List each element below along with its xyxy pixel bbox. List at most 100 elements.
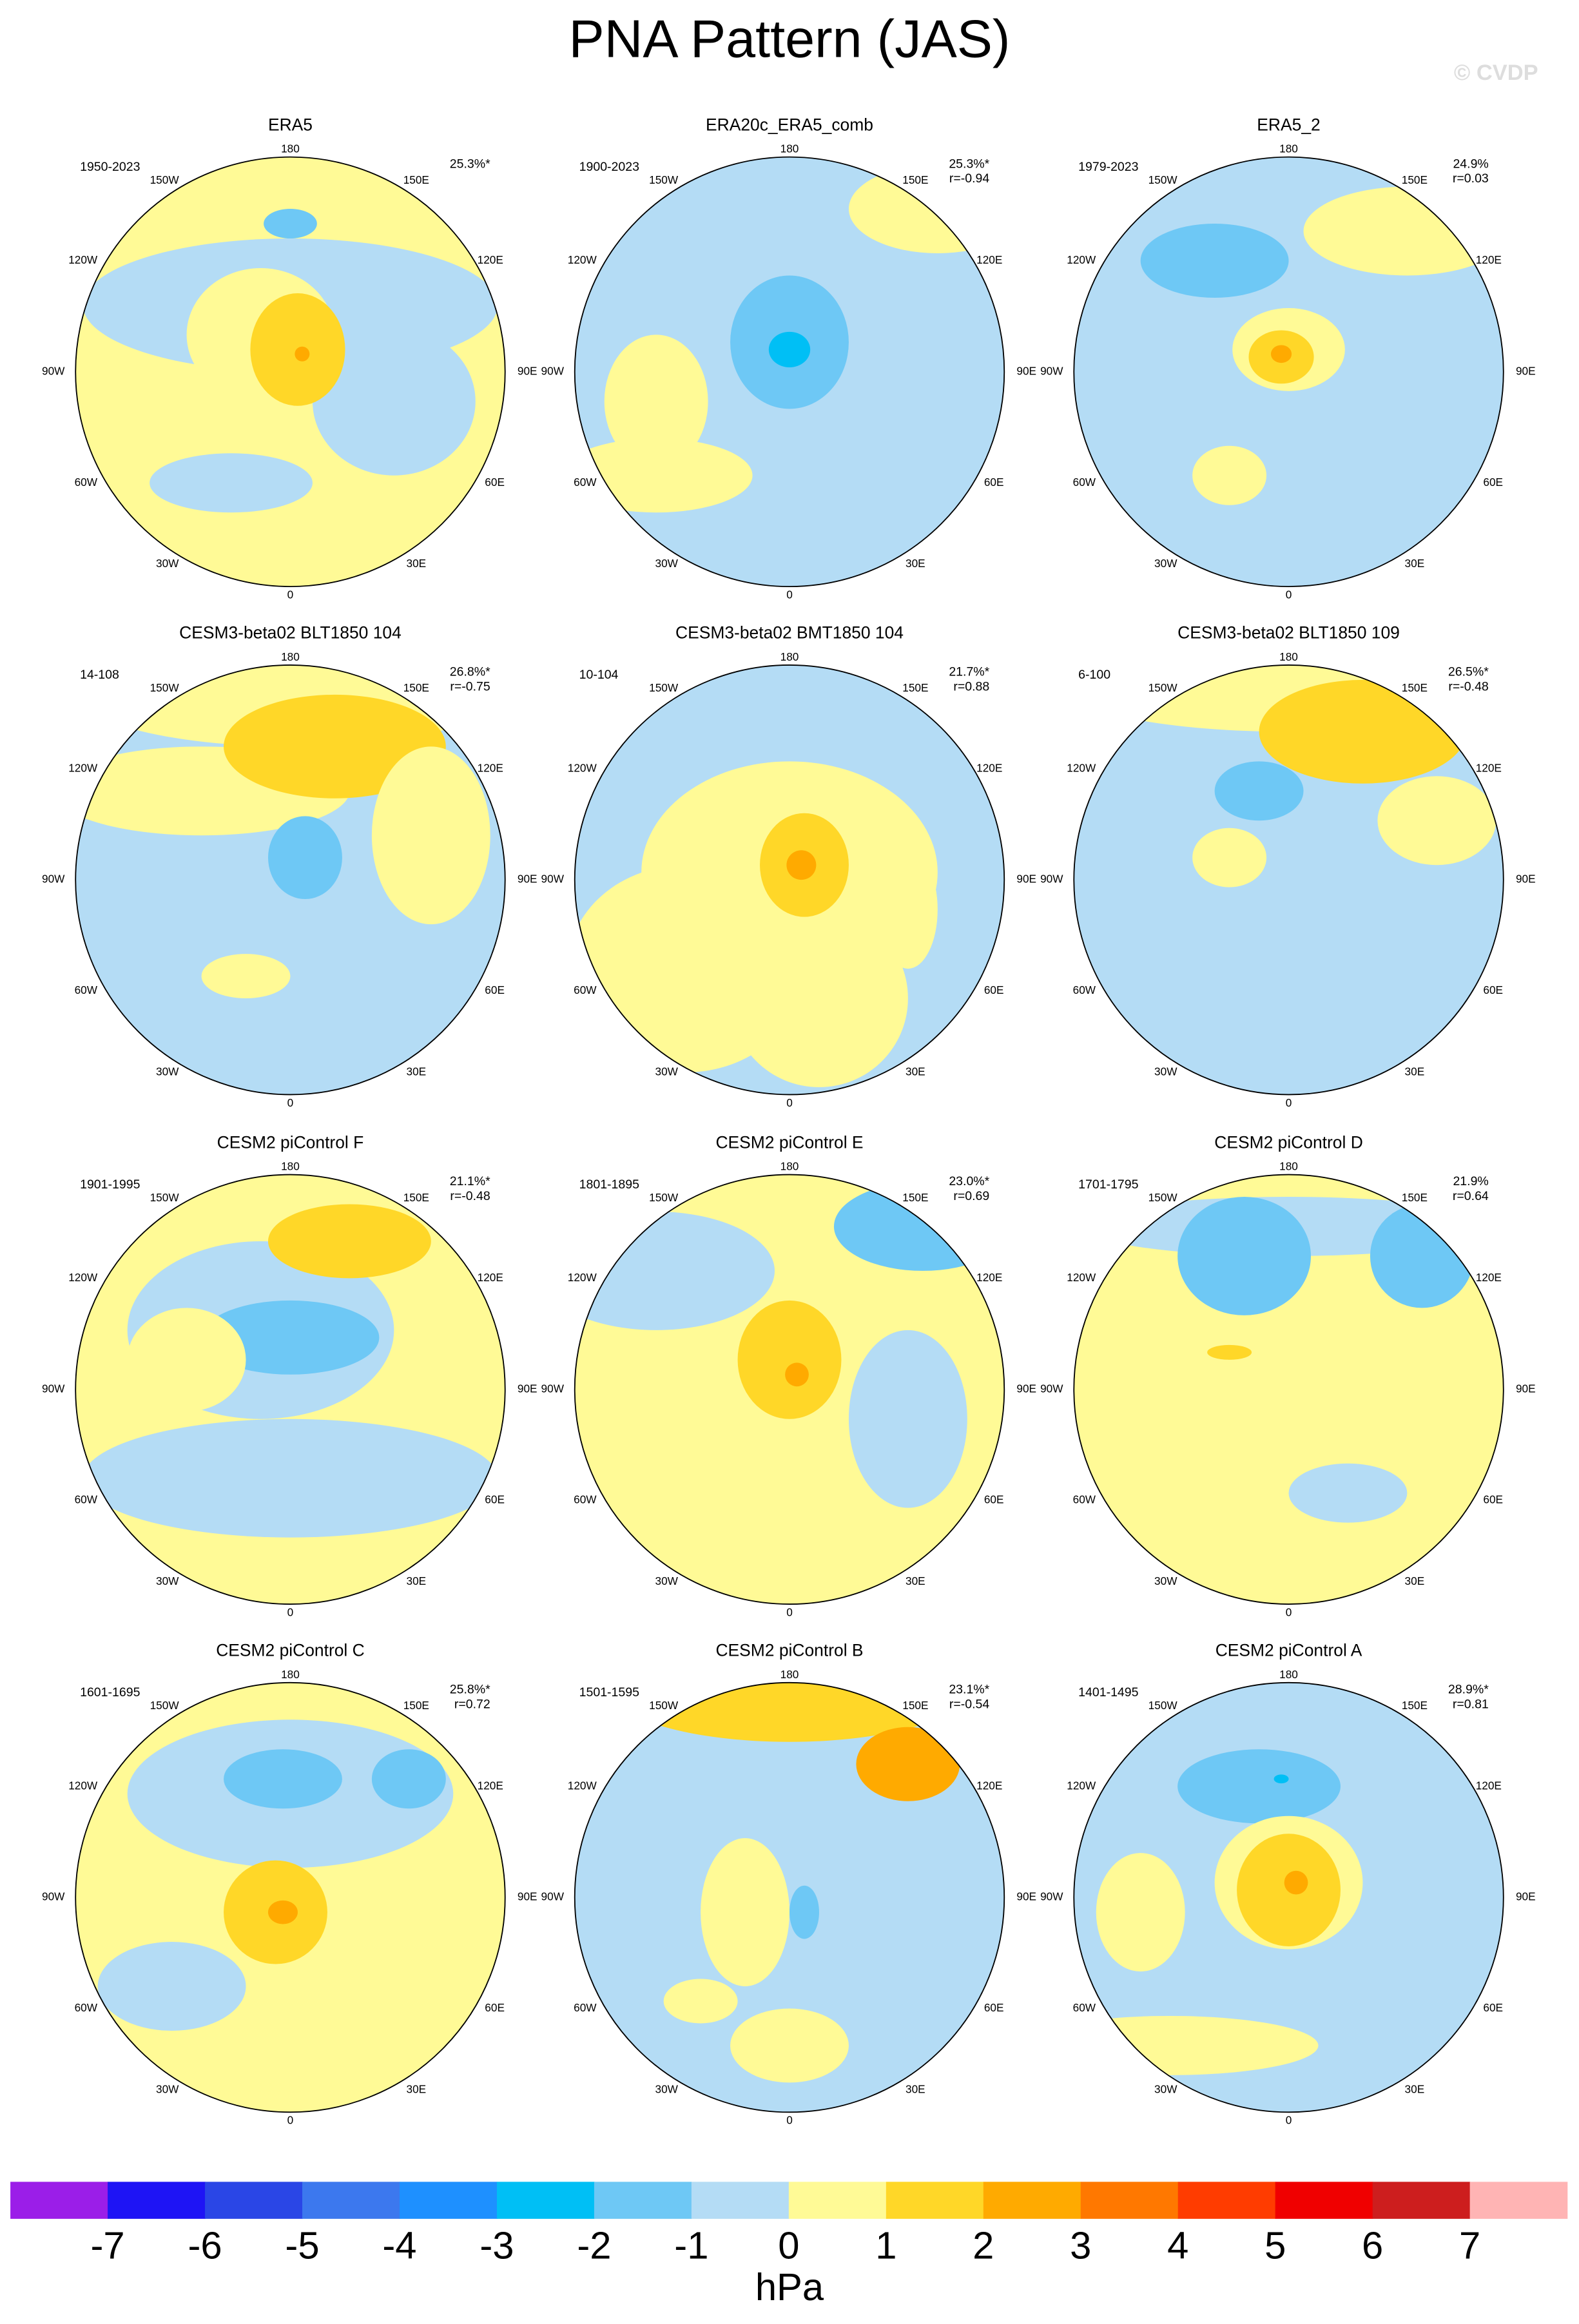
longitude-label: 180 <box>281 1668 300 1681</box>
map-outline <box>574 1681 1005 2113</box>
panel-title: CESM2 piControl D <box>1214 1132 1363 1152</box>
longitude-label: 120W <box>568 1779 597 1792</box>
colorbar-label: -6 <box>188 2224 222 2267</box>
colorbar-label: -2 <box>577 2224 611 2267</box>
longitude-label: 30E <box>1405 2082 1425 2095</box>
longitude-label: 150E <box>403 173 429 186</box>
longitude-label: 90E <box>1516 1890 1536 1903</box>
longitude-label: 90W <box>541 364 565 377</box>
panel-period: 1979-2023 <box>1078 160 1138 174</box>
panel-title: CESM2 piControl A <box>1216 1641 1362 1660</box>
longitude-label: 120E <box>478 253 503 266</box>
longitude-label: 120E <box>1476 761 1502 774</box>
longitude-label: 120W <box>1067 1271 1096 1284</box>
longitude-label: 180 <box>1279 650 1298 663</box>
longitude-label: 120W <box>568 1271 597 1284</box>
colorbar-box <box>1177 2182 1276 2219</box>
colorbar-label: 7 <box>1459 2224 1480 2267</box>
longitude-label: 60E <box>1483 476 1503 489</box>
longitude-label: 30E <box>1405 1574 1425 1587</box>
panel-r: r=-0.54 <box>949 1697 990 1711</box>
colorbar-box <box>886 2182 984 2219</box>
longitude-label: 90E <box>518 1382 538 1395</box>
longitude-label: 120W <box>568 253 597 266</box>
longitude-label: 120W <box>68 1271 98 1284</box>
field-contour <box>1274 1774 1289 1784</box>
field-contour <box>1192 828 1267 887</box>
longitude-label: 90W <box>1040 873 1063 886</box>
panel-r: r=-0.75 <box>450 680 490 694</box>
longitude-label: 150E <box>902 173 928 186</box>
colorbar-box <box>1080 2182 1179 2219</box>
longitude-label: 30W <box>1154 557 1177 570</box>
field-contour <box>1377 776 1497 866</box>
panel-r: r=-0.94 <box>949 171 990 186</box>
longitude-label: 90E <box>1516 364 1536 377</box>
panel-title: ERA20c_ERA5_comb <box>706 115 873 134</box>
field-contour <box>312 327 476 476</box>
longitude-label: 0 <box>1286 588 1292 601</box>
field-contour <box>82 1419 498 1538</box>
panel-title: CESM2 piControl C <box>216 1641 365 1660</box>
longitude-label: 120E <box>976 1779 1002 1792</box>
longitude-label: 150W <box>1148 173 1178 186</box>
panel-period: 6-100 <box>1078 668 1110 682</box>
field-contour <box>201 1300 380 1375</box>
panel-r: r=0.69 <box>953 1189 989 1203</box>
map-panel: ERA20c_ERA5_comb 1900-2023 25.3%*r=-0.94 18… <box>541 115 1036 601</box>
map-panel: CESM2 piControl A 1401-1495 28.9%*r=0.81 18… <box>1040 1641 1536 2127</box>
field-contour <box>612 1682 967 1742</box>
longitude-label: 150W <box>150 681 180 694</box>
longitude-label: 90E <box>1516 873 1536 886</box>
longitude-label: 0 <box>786 588 793 601</box>
longitude-label: 120W <box>1067 253 1096 266</box>
colorbar-box <box>983 2182 1081 2219</box>
colorbar-label: -3 <box>480 2224 514 2267</box>
map-outline <box>574 664 1005 1096</box>
longitude-label: 180 <box>780 1160 799 1173</box>
longitude-label: 90E <box>518 1890 538 1903</box>
field <box>574 1682 1005 2113</box>
panel-period: 14-108 <box>80 668 119 682</box>
colorbar: -7 -6 -5 -4 -3 -2 -1 0 1 2 3 4 5 6 7 hPa <box>10 2182 1568 2309</box>
field-contour <box>371 746 490 925</box>
panel-r: r=0.64 <box>1453 1189 1489 1203</box>
longitude-label: 180 <box>1279 142 1298 155</box>
map-outline <box>574 1174 1005 1605</box>
longitude-label: 150W <box>649 1191 679 1204</box>
longitude-label: 150E <box>1402 1699 1428 1712</box>
longitude-label: 120E <box>1476 1779 1502 1792</box>
field <box>1074 664 1504 1095</box>
panel-pct: 25.8%* <box>450 1682 490 1696</box>
field-contour <box>786 850 817 880</box>
longitude-label: 30E <box>906 557 925 570</box>
field-contour <box>1214 761 1304 821</box>
panel-period: 1501-1595 <box>579 1685 639 1699</box>
field-contour <box>1259 679 1467 784</box>
longitude-label: 150E <box>403 1699 429 1712</box>
colorbar-label: 2 <box>973 2224 994 2267</box>
longitude-label: 180 <box>780 1668 799 1681</box>
map-outline <box>75 1174 506 1605</box>
field-contour <box>848 1330 967 1508</box>
longitude-label: 90E <box>1516 1382 1536 1395</box>
longitude-label: 150W <box>649 173 679 186</box>
longitude-label: 150W <box>150 173 180 186</box>
panel-pct: 26.8%* <box>450 665 490 679</box>
field-contour <box>848 164 1005 254</box>
panel-pct: 21.9% <box>1453 1174 1488 1188</box>
panel-r: r=-0.48 <box>450 1189 490 1203</box>
longitude-label: 120E <box>478 761 503 774</box>
longitude-label: 60E <box>485 1493 505 1506</box>
field <box>75 1682 505 2113</box>
longitude-label: 60E <box>485 2001 505 2014</box>
field-contour <box>1140 224 1289 298</box>
map-panel: ERA5 1950-2023 25.3%* 180 150E 120E 90E 60E 30E 0… <box>42 115 537 601</box>
longitude-label: 150W <box>1148 1191 1178 1204</box>
panel-pct: 24.9% <box>1453 157 1488 171</box>
field-contour <box>267 816 342 900</box>
panel-period: 1701-1795 <box>1078 1177 1138 1192</box>
field-contour <box>201 954 291 999</box>
map-panel: CESM2 piControl C 1601-1695 25.8%*r=0.72 18… <box>42 1641 537 2127</box>
